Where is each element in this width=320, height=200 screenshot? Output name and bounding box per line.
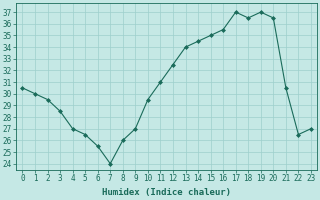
- X-axis label: Humidex (Indice chaleur): Humidex (Indice chaleur): [102, 188, 231, 197]
